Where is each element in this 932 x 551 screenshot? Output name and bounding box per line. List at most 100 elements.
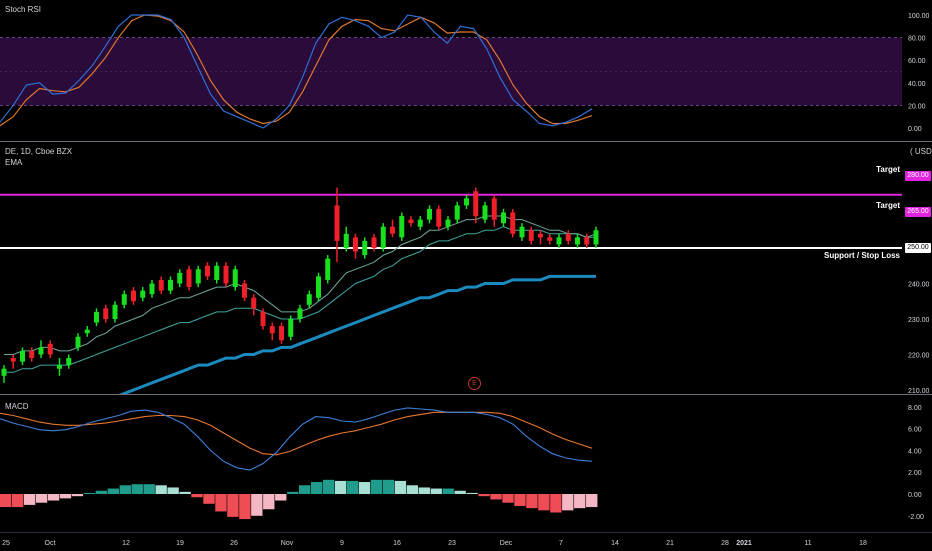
macd-plot: 8.00 6.00 4.00 2.00 0.00 -2.00 xyxy=(0,405,924,521)
candle-body xyxy=(94,311,99,323)
stoch-rsi-label: Stoch RSI xyxy=(5,5,42,14)
macd-histogram-bar xyxy=(11,494,24,508)
macd-histogram-bar xyxy=(251,494,263,516)
candle-body xyxy=(584,237,590,245)
price-pane[interactable]: 270.00260.00250.00240.00230.00220.00210.… xyxy=(0,143,932,395)
macd-tick: 6.00 xyxy=(908,427,922,434)
time-axis-tick: 28 xyxy=(721,540,729,547)
macd-histogram-bar xyxy=(95,490,108,494)
time-axis-tick: 23 xyxy=(448,540,456,547)
ema-fast-line xyxy=(4,215,597,355)
symbol-legend[interactable]: DE, 1D, Cboe BZX xyxy=(5,147,73,156)
rsi-tick: 40.00 xyxy=(908,81,926,88)
candle-body xyxy=(242,283,247,298)
macd-histogram-bar xyxy=(239,494,251,520)
support-stop-loss-label: Support / Stop Loss xyxy=(824,251,900,260)
target-label-upper: Target xyxy=(876,165,900,174)
candle-body xyxy=(519,226,525,238)
macd-histogram-bar xyxy=(550,494,562,513)
macd-histogram-bar xyxy=(574,494,586,509)
macd-histogram-bar xyxy=(370,479,383,494)
ema-legend[interactable]: EMA xyxy=(5,158,23,167)
macd-histogram-bar xyxy=(346,480,359,494)
candle-body xyxy=(1,368,7,376)
macd-histogram-bar xyxy=(538,494,550,511)
candle-body xyxy=(297,308,303,319)
candle-body xyxy=(251,297,257,309)
macd-histogram-bar xyxy=(382,479,395,494)
candle-body xyxy=(408,219,414,224)
candle-body xyxy=(390,226,395,234)
candle-body xyxy=(66,358,72,366)
target-price-tag-lower: 265.00 xyxy=(905,207,931,217)
rsi-tick: 0.00 xyxy=(908,126,922,133)
target-label-lower: Target xyxy=(876,201,900,210)
time-axis-labels: 25 Oct 12 19 26 Nov 9 16 23 Dec 7 14 21 28 2021 11 18 xyxy=(2,540,867,547)
candle-body xyxy=(168,279,173,291)
candle-body xyxy=(195,269,201,284)
macd-histogram-bar xyxy=(478,494,490,497)
candle-body xyxy=(575,237,580,245)
macd-histogram-bar xyxy=(466,492,478,494)
candle-body xyxy=(454,205,460,220)
macd-histogram-bar xyxy=(526,494,538,509)
macd-histogram-bar xyxy=(71,494,84,497)
macd-histogram-bar xyxy=(394,480,407,494)
candle-body xyxy=(417,219,423,227)
candle-body xyxy=(269,326,275,334)
ema-slow-line xyxy=(116,274,596,395)
macd-tick: 8.00 xyxy=(908,405,922,412)
candle-body xyxy=(464,198,469,206)
macd-histogram-bar xyxy=(0,494,12,508)
macd-tick: 4.00 xyxy=(908,448,922,455)
macd-tick: -2.00 xyxy=(908,514,924,521)
macd-histogram-bar xyxy=(406,485,418,494)
candle-body xyxy=(288,319,294,337)
macd-histogram-bar xyxy=(358,482,371,494)
earnings-marker-icon[interactable]: E xyxy=(468,377,481,390)
macd-histogram-bar xyxy=(442,488,454,494)
macd-histogram-bar xyxy=(263,494,275,510)
candle-body xyxy=(316,276,321,298)
candle-body xyxy=(501,212,506,224)
candle-body xyxy=(75,336,81,348)
currency-label[interactable]: ( USD ) xyxy=(910,147,932,156)
candle-body xyxy=(362,240,368,256)
candle-body xyxy=(325,258,331,280)
target-price-tag-upper: 280.00 xyxy=(905,171,931,181)
candle-body xyxy=(565,233,571,241)
candle-body xyxy=(380,226,386,248)
time-axis-tick: 11 xyxy=(804,540,811,547)
candle-body xyxy=(436,208,442,227)
candle-body xyxy=(149,283,155,295)
currency-code: USD xyxy=(914,147,932,156)
macd-histogram-bar xyxy=(586,494,598,508)
stoch-rsi-pane[interactable]: 100.00 80.00 60.00 40.00 20.00 0.00 Stoch RSI xyxy=(0,0,932,142)
macd-pane[interactable]: 8.00 6.00 4.00 2.00 0.00 -2.00 MACD xyxy=(0,396,932,532)
macd-histogram-bar xyxy=(227,494,239,517)
candle-body xyxy=(528,230,534,241)
rsi-tick: 80.00 xyxy=(908,36,926,43)
macd-tick: 0.00 xyxy=(908,492,922,499)
macd-histogram-bar xyxy=(59,494,72,499)
time-axis-tick: 7 xyxy=(559,540,563,547)
candle-body xyxy=(84,329,90,334)
macd-histogram-bar xyxy=(131,484,143,494)
candle-body xyxy=(343,233,349,248)
candle-body xyxy=(47,343,53,355)
macd-histogram-bar xyxy=(35,494,48,503)
time-axis-tick: Nov xyxy=(281,540,294,547)
candle-body xyxy=(473,191,479,217)
time-axis[interactable]: 25 Oct 12 19 26 Nov 9 16 23 Dec 7 14 21 28 2021 11 18 xyxy=(0,532,932,551)
candle-body xyxy=(371,237,377,248)
macd-histogram-bar xyxy=(107,488,119,494)
macd-histogram-bar xyxy=(191,494,203,498)
macd-signal-line xyxy=(0,411,593,456)
macd-histogram-bar xyxy=(299,485,311,494)
time-axis-tick: 19 xyxy=(176,540,184,547)
macd-histogram-bar xyxy=(287,491,299,494)
candle-body xyxy=(214,265,220,280)
candle-body xyxy=(353,237,358,252)
time-axis-tick: 25 xyxy=(2,540,10,547)
price-tick: 230.00 xyxy=(908,317,930,324)
